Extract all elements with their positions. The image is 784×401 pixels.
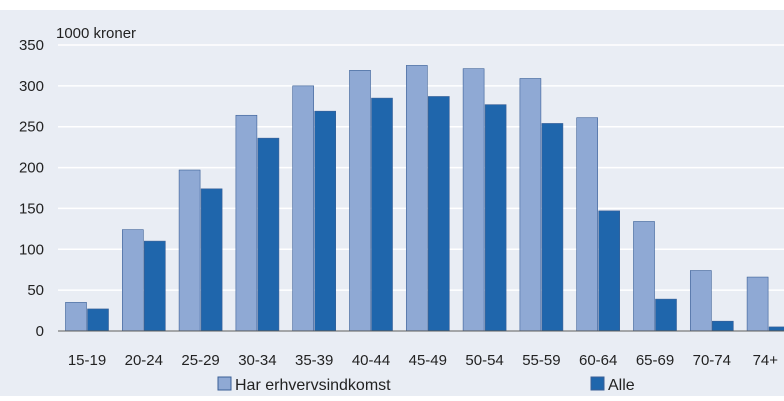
bar-har-erhvervsindkomst-40-44 [349, 70, 371, 332]
y-tick-label: 150 [19, 200, 44, 217]
y-tick-label: 300 [19, 78, 44, 95]
bar-har-erhvervsindkomst-74+ [746, 276, 769, 332]
legend-label-har-erhvervsindkomst: Har erhvervsindkomst [235, 377, 391, 394]
bar-har-erhvervsindkomst-50-54 [462, 68, 485, 332]
bar-alle-30-34 [257, 137, 280, 332]
x-tick-label: 55-59 [522, 352, 560, 369]
x-tick-label: 25-29 [181, 352, 219, 369]
bar-alle-25-29 [200, 188, 223, 332]
bar-har-erhvervsindkomst-15-19 [65, 302, 87, 332]
bar-har-erhvervsindkomst-70-74 [689, 270, 712, 332]
x-tick-label: 74+ [753, 352, 779, 369]
x-tick-label: 35-39 [295, 352, 333, 369]
bar-alle-70-74 [711, 320, 734, 332]
bars [65, 65, 784, 332]
y-tick-label: 350 [19, 37, 44, 54]
bar-chart: 0 50 100 150 200 250 300 350 1000 kroner 15-19 2… [19, 25, 784, 394]
legend: Har erhvervsindkomst Alle [217, 376, 635, 394]
x-tick-label: 65-69 [636, 352, 674, 369]
legend-swatch-har-erhvervsindkomst [217, 376, 232, 391]
x-tick-label: 30-34 [238, 352, 276, 369]
bar-har-erhvervsindkomst-45-49 [405, 65, 428, 332]
bar-har-erhvervsindkomst-30-34 [235, 114, 258, 332]
y-tick-label: 250 [19, 119, 44, 136]
x-tick-label: 40-44 [352, 352, 390, 369]
y-tick-label: 100 [19, 241, 44, 258]
legend-label-alle: Alle [608, 377, 635, 394]
legend-swatch-alle [590, 376, 605, 391]
bar-alle-40-44 [371, 97, 393, 332]
y-axis-unit-label: 1000 kroner [56, 25, 136, 42]
y-axis-ticks: 0 50 100 150 200 250 300 350 [19, 37, 44, 340]
bar-har-erhvervsindkomst-20-24 [122, 229, 144, 332]
bar-alle-74+ [768, 326, 784, 332]
bar-alle-55-59 [541, 123, 564, 332]
bar-har-erhvervsindkomst-60-64 [576, 117, 599, 332]
x-tick-label: 20-24 [125, 352, 163, 369]
bar-har-erhvervsindkomst-65-69 [633, 221, 655, 332]
bar-alle-65-69 [655, 298, 677, 332]
y-tick-label: 50 [27, 282, 44, 299]
bar-har-erhvervsindkomst-25-29 [178, 169, 201, 332]
x-tick-label: 50-54 [465, 352, 503, 369]
bar-har-erhvervsindkomst-35-39 [292, 85, 315, 332]
x-axis-ticks: 15-19 20-24 25-29 30-34 35-39 40-44 45-49 50-54… [68, 352, 778, 369]
bar-alle-50-54 [484, 104, 507, 332]
bar-alle-45-49 [427, 96, 450, 332]
y-tick-label: 200 [19, 160, 44, 177]
x-tick-label: 70-74 [693, 352, 731, 369]
bar-har-erhvervsindkomst-55-59 [519, 78, 542, 332]
x-tick-label: 60-64 [579, 352, 617, 369]
bar-alle-35-39 [314, 110, 337, 332]
x-tick-label: 45-49 [409, 352, 447, 369]
bar-alle-15-19 [87, 308, 109, 332]
bar-alle-60-64 [598, 210, 621, 332]
x-tick-label: 15-19 [68, 352, 106, 369]
y-tick-label: 0 [36, 323, 44, 340]
bar-alle-20-24 [144, 240, 166, 332]
chart-panel: 0 50 100 150 200 250 300 350 1000 kroner 15-19 2… [0, 10, 784, 396]
